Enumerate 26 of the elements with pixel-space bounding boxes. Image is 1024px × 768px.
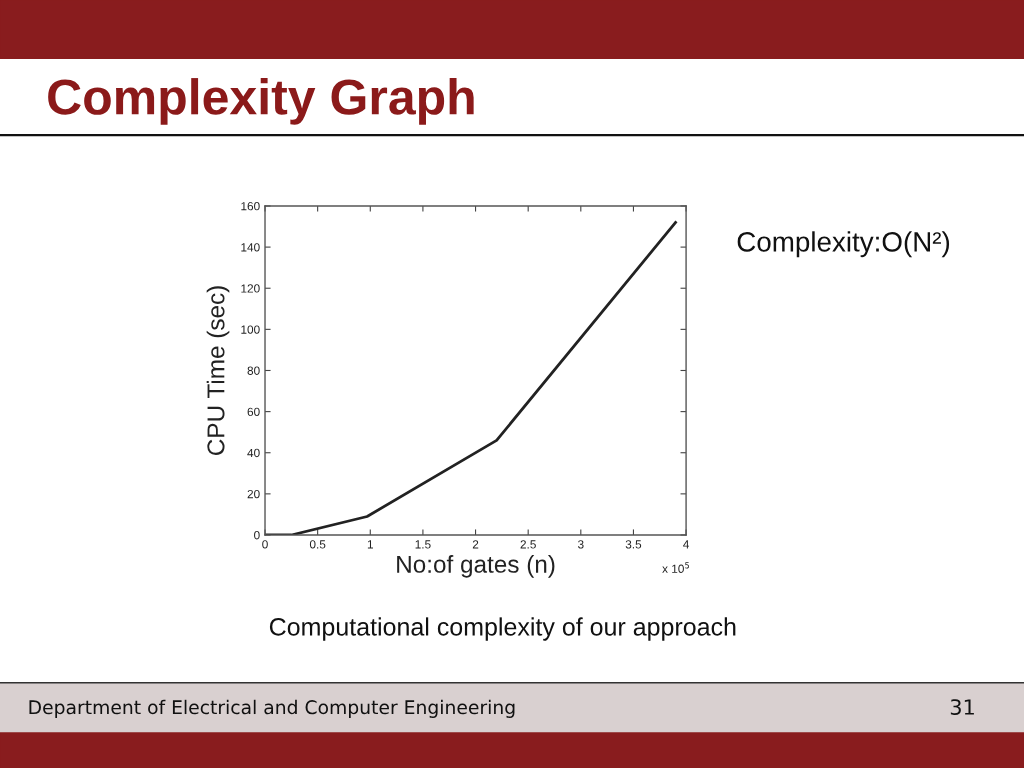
x-axis-title: No:of gates (n) [397,555,555,578]
y-tick-label: 0 [254,531,260,540]
y-tick-label: 20 [247,489,260,499]
x-tick-label: 0.5 [309,540,326,549]
y-axis-title: CPU Time (sec) [206,286,230,455]
x-tick-label: 2.5 [520,540,536,549]
text: Complexity:O(N²) [737,231,950,258]
text: 31 [950,699,974,715]
x-tick-label: 2 [472,540,479,549]
text: x 10$^{5}$ [662,562,690,573]
x-tick-label: 1.5 [415,540,431,549]
y-tick-label: 100 [241,325,260,334]
text: Computational complexity of our approach [269,617,736,641]
y-tick-label: 120 [241,284,260,293]
x-tick-label: 0 [262,540,268,549]
x-tick-label: 3.5 [625,540,642,549]
y-tick-label: 160 [241,202,260,211]
chart-title: Complexity Graph [48,78,474,125]
x-tick-label: 4 [683,540,690,549]
y-tick-label: 60 [247,407,260,416]
y-tick-label: 80 [247,366,260,375]
text: Department of Electrical and Computer Engineering [29,699,515,718]
y-tick-label: 140 [241,243,260,252]
x-tick-label: 3 [577,540,584,549]
x-tick-label: 1 [367,540,373,549]
y-tick-label: 40 [247,448,260,458]
